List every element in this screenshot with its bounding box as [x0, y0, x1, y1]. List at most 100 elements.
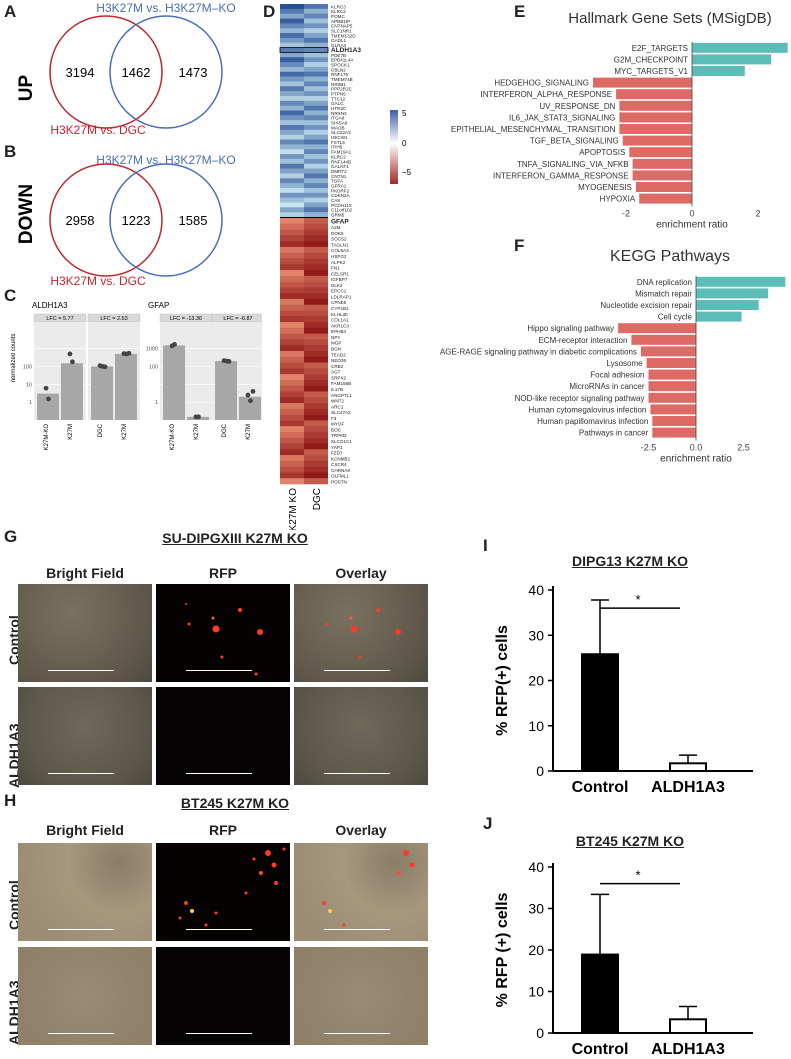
gene-label: AKR1C3: [331, 323, 349, 328]
heatmap-cell: [304, 168, 328, 174]
venn-down-right-title: H3K27M vs. H3K27M–KO: [96, 153, 235, 167]
heatmap-cell: [304, 120, 328, 126]
heatmap-cell: [280, 397, 304, 404]
gene-label: TMEM74B: [331, 77, 353, 82]
gene-label: COL1A1: [331, 318, 349, 323]
bar-micrornas-in-cancer: [648, 381, 696, 392]
heatmap-cell: [304, 144, 328, 150]
panel-h-col-brightfield: Bright Field: [46, 822, 124, 838]
heatmap-cell: [280, 139, 304, 145]
y-tick-label: 30: [528, 901, 544, 917]
category-label: Cell cycle: [658, 313, 693, 322]
gene-label: ALPK2: [331, 260, 346, 265]
heatmap-cell: [280, 192, 304, 198]
heatmap-cell: [304, 202, 328, 208]
heatmap-cell: [280, 202, 304, 208]
significance-star: *: [635, 868, 640, 883]
venn-down-right-count: 1585: [179, 213, 208, 228]
h-aldh1a3-overlay-image: [294, 947, 428, 1045]
x-category-label: ALDH1A3: [651, 1041, 725, 1058]
heatmap-cell: [280, 408, 304, 415]
x-category-label: DGC: [98, 423, 104, 437]
bar-age-rage-signaling-pathway-in-diabetic-complications: [640, 346, 696, 357]
heatmap-cell: [280, 178, 304, 184]
heatmap-cell: [304, 379, 328, 386]
heatmap-cell: [280, 134, 304, 140]
heatmap-cell: [280, 472, 304, 479]
venn-up-overlap-count: 1462: [122, 65, 151, 80]
heatmap-cell: [280, 105, 304, 111]
heatmap-cell: [280, 327, 304, 334]
scale-bar: [324, 929, 390, 930]
heatmap-cell: [280, 218, 304, 225]
gene-label: GFAP: [331, 218, 349, 225]
bar-pathways-in-cancer: [652, 427, 696, 438]
heatmap-cell: [304, 420, 328, 427]
bar-hippo-signaling-pathway: [618, 323, 696, 334]
panel-letter-c: C: [4, 286, 17, 305]
gene-label: EPB41L4A: [331, 58, 354, 63]
bar-tgf-beta-signaling: [622, 135, 692, 146]
bar-control: [581, 953, 619, 1034]
gene-name: ALDH1A3: [32, 301, 68, 310]
gene-label: ITGA8: [331, 116, 345, 121]
heatmap-cell: [304, 270, 328, 277]
heatmap-cell: [280, 258, 304, 265]
column-label: K27M KO: [288, 488, 299, 530]
gene-label: NRXN3: [331, 111, 347, 116]
heatmap-cell: [280, 149, 304, 155]
gene-label: DOK5: [331, 231, 344, 236]
g-aldh1a3-brightfield-image: [18, 687, 152, 785]
heatmap-cell: [304, 71, 328, 77]
heatmap-cell: [280, 86, 304, 92]
bar-aldh1a3: [669, 762, 707, 772]
heatmap-cell: [304, 298, 328, 306]
heatmap-cell: [304, 339, 328, 346]
heatmap-cell: [304, 264, 328, 271]
heatmap-cell: [304, 212, 328, 218]
heatmap-cell: [280, 431, 304, 439]
bar-interferon-gamma-response: [632, 170, 692, 181]
panel-letter-h: H: [4, 791, 17, 810]
heatmap-cell: [304, 110, 328, 116]
heatmap-legend: 5 0 −5: [390, 109, 412, 184]
heatmap-cell: [280, 403, 304, 410]
heatmap-cell: [304, 139, 328, 145]
y-axis-label: normalized counts: [11, 334, 17, 383]
x-tick-label: -2.5: [641, 442, 657, 452]
heatmap-cell: [304, 356, 328, 363]
gene-label: TMEM132D: [331, 33, 356, 38]
heatmap-cell: [280, 23, 304, 29]
bar-apoptosis: [629, 147, 692, 158]
gene-label: TTC12: [331, 96, 345, 101]
heatmap-cell: [304, 81, 328, 87]
bar-lysosome: [646, 358, 696, 368]
gene-label: DMRT2: [331, 169, 347, 174]
bar-dna-replication: [696, 276, 786, 287]
category-label: AGE-RAGE signaling pathway in diabetic c…: [440, 347, 637, 356]
category-label: INTERFERON_ALPHA_RESPONSE: [481, 90, 613, 99]
venn-down-right-circle: [109, 163, 223, 277]
heatmap-cell: [304, 223, 328, 230]
gene-label: CPNE5: [331, 300, 347, 305]
gene-label: CHRNA9: [331, 468, 350, 473]
h-aldh1a3-brightfield-image: [18, 947, 152, 1045]
gene-label: KCNMB1: [331, 456, 351, 461]
category-label: TNFA_SIGNALING_VIA_NFKB: [517, 160, 629, 169]
panel-f-chart: DNA replication Mismatch repair Nucleotide…: [440, 276, 786, 462]
heatmap-cell: [280, 270, 304, 277]
heatmap-cell: [304, 403, 328, 410]
heatmap-cell: [280, 76, 304, 82]
heatmap-cell: [280, 197, 304, 203]
heatmap-cell: [304, 86, 328, 92]
venn-up-right-count: 1473: [179, 65, 208, 80]
heatmap-cell: [304, 252, 328, 259]
heatmap-cell: [280, 322, 304, 329]
facet-lfc-label: LFC = -13.36: [170, 316, 202, 322]
heatmap-cell: [304, 192, 328, 198]
count-bar: [163, 345, 186, 420]
panel-e-chart: E2F_TARGETS G2M_CHECKPOINT MYC_TARGETS_V1 H…: [451, 42, 788, 228]
gene-label: TEAD2: [331, 352, 346, 357]
heatmap-cell: [280, 449, 304, 456]
heatmap-cell: [280, 316, 304, 323]
